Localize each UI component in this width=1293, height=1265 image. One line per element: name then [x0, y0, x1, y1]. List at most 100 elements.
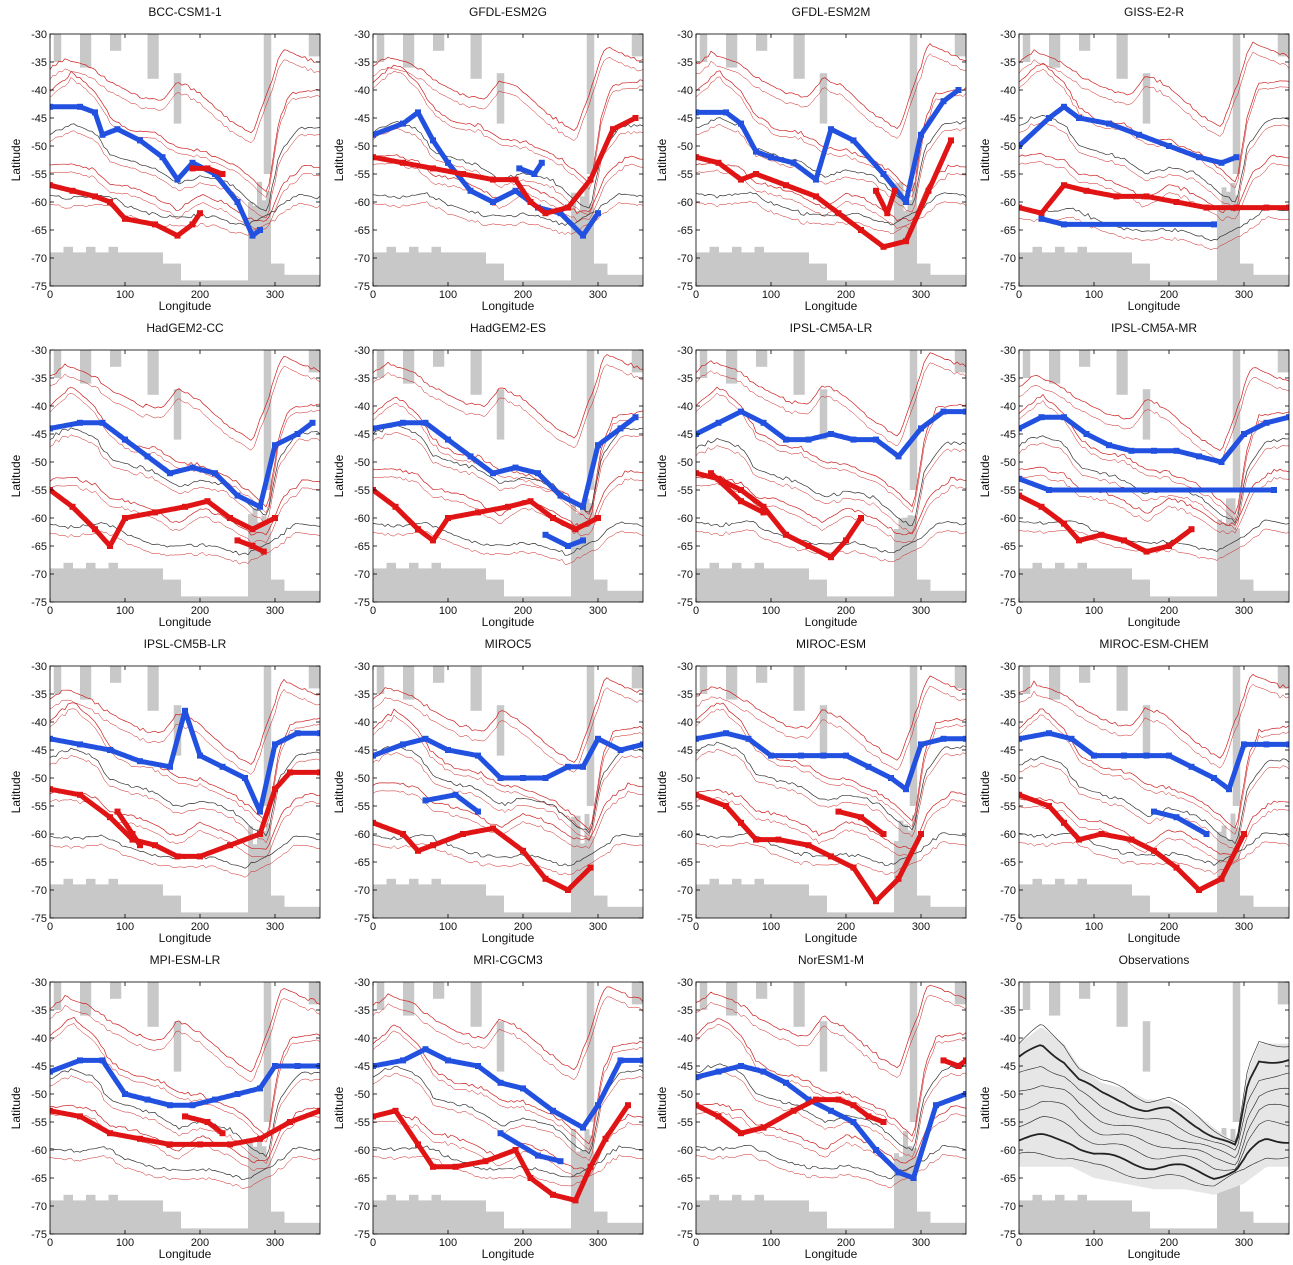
y-tick-label: -60 [677, 513, 693, 525]
y-tick-label: -30 [1000, 29, 1016, 41]
y-tick-label: -30 [31, 345, 47, 357]
plot-area [696, 982, 966, 1234]
panel-title: MPI-ESM-LR [150, 953, 221, 967]
x-axis-label: Longitude [1128, 931, 1181, 945]
panel-title: GISS-E2-R [1124, 5, 1184, 19]
x-tick-label: 200 [837, 289, 855, 301]
y-tick-label: -50 [677, 773, 693, 785]
y-tick-label: -30 [31, 977, 47, 989]
panel-title: Observations [1119, 953, 1190, 967]
y-tick-label: -35 [31, 689, 47, 701]
secondary-front [516, 159, 545, 177]
secondary-front [497, 1130, 564, 1165]
x-tick-label: 100 [116, 605, 134, 617]
secondary-front-point [516, 165, 523, 172]
southern-front [50, 1107, 320, 1148]
plot-frame [372, 665, 644, 919]
contour-lines [373, 354, 643, 565]
y-tick-label: -70 [677, 569, 693, 581]
chart-panel: GISS-E2-R -30 -35 -40 -45 -50 -55 -60 -65 -70 -75 0… [969, 0, 1292, 316]
y-tick-label: -40 [677, 1033, 693, 1045]
x-tick-label: 300 [589, 1237, 607, 1249]
land-mask [696, 666, 966, 918]
panel-plot: GFDL-ESM2G -30 -35 -40 -45 -50 -55 -60 -65 -70 -75… [332, 5, 644, 313]
x-tick-label: 0 [1016, 921, 1022, 933]
y-tick-label: -55 [31, 485, 47, 497]
y-tick-label: -40 [354, 1033, 370, 1045]
x-axis-label: Longitude [805, 299, 858, 313]
y-tick-label: -70 [677, 253, 693, 265]
y-tick-label: -35 [1000, 373, 1016, 385]
plot-area [373, 350, 643, 602]
southern-front [50, 487, 278, 549]
y-tick-label: -60 [354, 829, 370, 841]
y-tick-label: -30 [677, 29, 693, 41]
southern-front [1019, 182, 1289, 217]
x-tick-label: 300 [266, 289, 284, 301]
panel-plot: MIROC5 -30 -35 -40 -45 -50 -55 -60 -65 -70 -750 100… [332, 637, 644, 945]
plot-area [50, 666, 320, 918]
y-tick-label: -50 [354, 773, 370, 785]
y-tick-label: -65 [1000, 541, 1016, 553]
chart-panel: IPSL-CM5A-LR -30 -35 -40 -45 -50 -55 -60 -65 -70 -… [646, 316, 969, 632]
chart-panel: MIROC-ESM -30 -35 -40 -45 -50 -55 -60 -65 -70 -75 0… [646, 632, 969, 948]
y-tick-label: -55 [1000, 801, 1016, 813]
land-mask [1019, 34, 1289, 286]
x-tick-label: 300 [912, 1237, 930, 1249]
y-tick-label: -55 [31, 169, 47, 181]
secondary-front-point [422, 797, 429, 804]
y-tick-label: -75 [1000, 281, 1016, 293]
y-tick-label: -55 [31, 801, 47, 813]
x-axis-label: Longitude [805, 615, 858, 629]
x-tick-label: 100 [762, 289, 780, 301]
y-tick-label: -70 [31, 1201, 47, 1213]
panel-title: IPSL-CM5B-LR [144, 637, 227, 651]
y-tick-label: -60 [354, 1145, 370, 1157]
y-tick-label: -65 [677, 1173, 693, 1185]
y-tick-label: -65 [677, 225, 693, 237]
y-tick-label: -35 [1000, 57, 1016, 69]
y-tick-label: -35 [677, 689, 693, 701]
northern-front [50, 103, 263, 239]
northern-front [1019, 730, 1289, 793]
y-tick-label: -55 [354, 485, 370, 497]
x-axis-label: Longitude [159, 1247, 212, 1261]
y-tick-label: -70 [677, 885, 693, 897]
y-axis-label: Latitude [655, 770, 669, 813]
secondary-front-point [137, 842, 143, 849]
panel-title: GFDL-ESM2M [792, 5, 871, 19]
secondary-front-point [760, 509, 767, 516]
contour-lines [373, 986, 643, 1187]
y-tick-label: -75 [677, 597, 693, 609]
plot-area [373, 666, 643, 918]
plot-frame [695, 349, 967, 603]
plot-area [1019, 350, 1289, 602]
y-tick-label: -40 [677, 717, 693, 729]
panel-title: MIROC-ESM-CHEM [1099, 637, 1208, 651]
x-tick-label: 300 [912, 921, 930, 933]
y-tick-label: -35 [31, 1005, 47, 1017]
land-mask [1019, 982, 1289, 1234]
chart-panel: IPSL-CM5A-MR -30 -35 -40 -45 -50 -55 -60 -65 -70 -… [969, 316, 1292, 632]
x-tick-label: 200 [837, 921, 855, 933]
y-tick-label: -55 [677, 801, 693, 813]
y-tick-label: -40 [354, 85, 370, 97]
x-tick-label: 300 [589, 289, 607, 301]
y-tick-label: -65 [1000, 857, 1016, 869]
y-tick-label: -65 [31, 857, 47, 869]
northern-front [50, 707, 320, 815]
plot-frame [49, 349, 321, 603]
y-tick-label: -35 [677, 1005, 693, 1017]
contour-lines [373, 47, 643, 235]
x-tick-label: 300 [589, 605, 607, 617]
chart-panel: Observations -30 -35 -40 -45 -50 -55 -60 -65 -70 -… [969, 948, 1292, 1264]
y-tick-label: -45 [31, 113, 47, 125]
x-tick-label: 200 [837, 605, 855, 617]
secondary-front [708, 470, 767, 516]
y-axis-label: Latitude [978, 138, 992, 181]
chart-panel: GFDL-ESM2G -30 -35 -40 -45 -50 -55 -60 -65 -70 -75… [323, 0, 646, 316]
y-tick-label: -35 [1000, 1005, 1016, 1017]
y-tick-label: -40 [677, 85, 693, 97]
y-tick-label: -40 [31, 1033, 47, 1045]
y-tick-label: -45 [1000, 113, 1016, 125]
